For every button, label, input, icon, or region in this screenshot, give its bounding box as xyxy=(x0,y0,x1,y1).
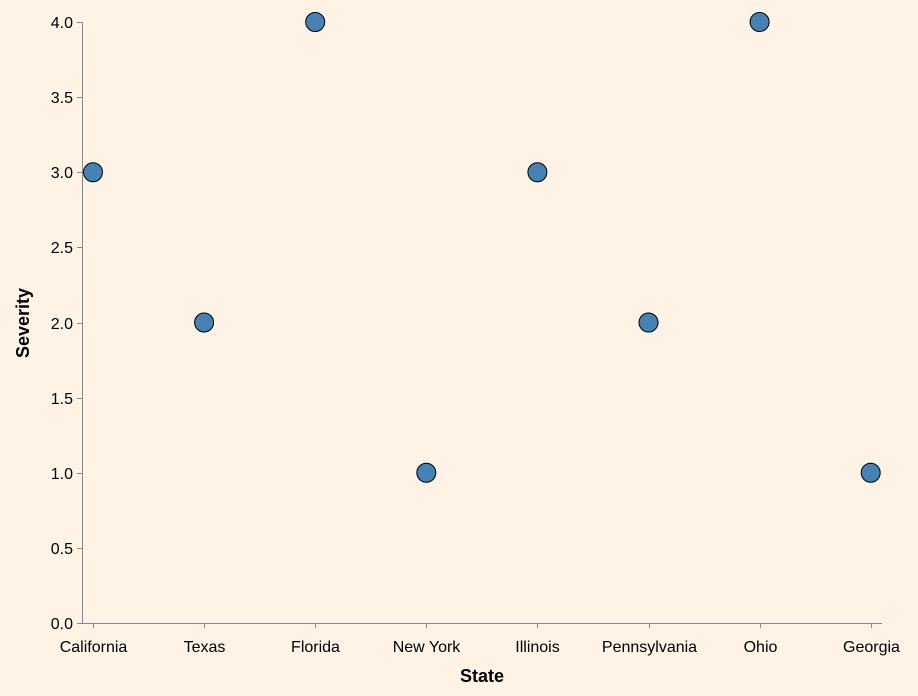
y-axis-title: Severity xyxy=(13,288,33,358)
y-axis: 0.0 0.5 1.0 1.5 2.0 2.5 3.0 3.5 4.0 xyxy=(51,15,83,633)
x-tick-label: California xyxy=(60,639,128,656)
x-axis: California Texas Florida New York Illinois Pe… xyxy=(60,623,900,656)
x-tick-label: Pennsylvania xyxy=(602,639,697,656)
x-tick-label: New York xyxy=(393,639,462,656)
data-point[interactable] xyxy=(194,312,215,333)
x-tick-label: Georgia xyxy=(843,639,900,656)
data-point[interactable] xyxy=(638,312,659,333)
y-tick-label: 0.5 xyxy=(51,541,73,558)
x-tick-label: Texas xyxy=(184,639,226,656)
data-point[interactable] xyxy=(860,462,881,483)
y-tick-label: 4.0 xyxy=(51,15,73,32)
y-tick-label: 1.5 xyxy=(51,391,73,408)
y-axis-ticks: 0.0 0.5 1.0 1.5 2.0 2.5 3.0 3.5 4.0 xyxy=(51,15,82,633)
y-tick-label: 1.0 xyxy=(51,466,73,483)
y-tick-label: 3.0 xyxy=(51,165,73,182)
data-point[interactable] xyxy=(83,162,103,183)
y-tick-label: 3.5 xyxy=(51,90,73,107)
data-point[interactable] xyxy=(749,12,770,32)
y-tick-label: 0.0 xyxy=(51,616,73,633)
y-tick-label: 2.0 xyxy=(51,316,73,333)
data-point[interactable] xyxy=(416,462,437,483)
x-tick-label: Florida xyxy=(291,639,340,656)
data-points xyxy=(83,12,881,483)
x-axis-ticks: California Texas Florida New York Illinois Pe… xyxy=(60,623,900,656)
data-point[interactable] xyxy=(305,12,326,32)
x-tick-label: Ohio xyxy=(744,639,778,656)
x-tick-label: Illinois xyxy=(515,639,559,656)
y-tick-label: 2.5 xyxy=(51,240,73,257)
x-axis-title: State xyxy=(460,666,504,686)
data-point[interactable] xyxy=(527,162,548,183)
